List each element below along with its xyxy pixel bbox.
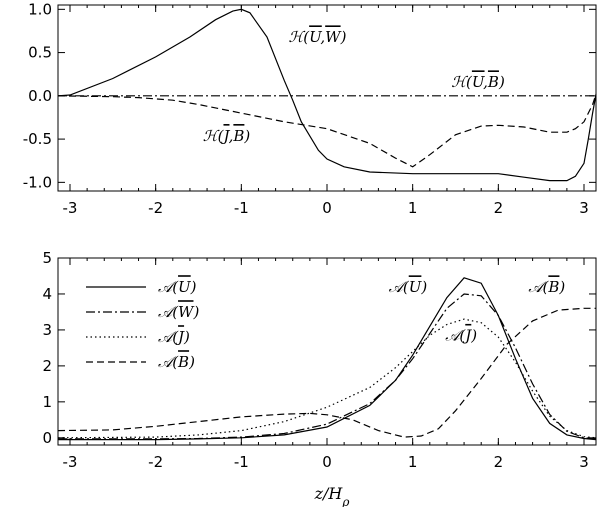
top-x-tick-label: 0: [322, 199, 332, 217]
top-x-tick-label: 1: [408, 199, 418, 217]
top-x-tick-label: 2: [494, 199, 504, 217]
top-panel: -3 -2 -1 0 1 2 3 1.0 0.5 0.0 -0.5 -1.0 ℋ(U,W) ℋ(U,B) ℋ…: [23, 0, 597, 217]
top-annotation-uw: ℋ(U,W): [288, 28, 346, 46]
top-series-solid: [57, 8, 597, 182]
bottom-x-tick-label: -1: [234, 453, 249, 471]
bottom-y-tick-label: 2: [42, 357, 52, 375]
top-y-tick-label: 0.5: [28, 44, 52, 62]
bottom-annotation-u: 𝒜(U): [389, 278, 428, 296]
bottom-x-tick-label: -3: [63, 453, 78, 471]
x-axis-label: z/Hρ: [314, 484, 350, 507]
top-y-tick-label: -1.0: [23, 173, 52, 191]
bottom-plot-frame: [57, 257, 597, 446]
top-y-tick-label: -0.5: [23, 130, 52, 148]
bottom-y-tick-label: 5: [42, 249, 52, 267]
top-x-tick-label: 3: [579, 199, 589, 217]
bottom-y-tick-label: 0: [42, 429, 52, 447]
top-annotation-ub: ℋ(U,B): [451, 73, 505, 91]
top-x-tick-label: -2: [148, 199, 163, 217]
legend-label-u: 𝒜(U): [158, 278, 197, 296]
top-series-dash: [57, 93, 597, 168]
bottom-y-tick-label: 1: [42, 393, 52, 411]
legend-label-j: 𝒜(J): [158, 328, 190, 346]
bottom-x-tick-label: 1: [408, 453, 418, 471]
bottom-series-solid: [58, 277, 597, 441]
top-annotation-jb: ℋ(J,B): [203, 127, 251, 145]
bottom-x-tick-label: 2: [494, 453, 504, 471]
bottom-x-tick-label: -2: [148, 453, 163, 471]
top-x-tick-label: -3: [63, 199, 78, 217]
top-y-tick-label: 1.0: [28, 0, 52, 18]
legend-label-w: 𝒜(W): [158, 303, 199, 321]
bottom-annotation-b: 𝒜(B): [528, 278, 565, 296]
bottom-x-tick-label: 0: [322, 453, 332, 471]
legend-label-b: 𝒜(B): [158, 353, 195, 371]
bottom-panel: -3 -2 -1 0 1 2 3 5 4 3 2 1 0 𝒜(U) 𝒜(J) 𝒜(B) 𝒜(U) 𝒜(W) 𝒜(J)…: [42, 249, 597, 471]
bottom-annotation-j: 𝒜(J): [445, 327, 477, 345]
top-y-tick-label: 0.0: [28, 87, 52, 105]
bottom-y-tick-label: 4: [42, 285, 52, 303]
bottom-series-dash: [57, 307, 596, 438]
bottom-x-tick-label: 3: [579, 453, 589, 471]
top-x-tick-label: -1: [234, 199, 249, 217]
bottom-series-dashdot: [58, 293, 597, 440]
bottom-y-tick-label: 3: [42, 321, 52, 339]
